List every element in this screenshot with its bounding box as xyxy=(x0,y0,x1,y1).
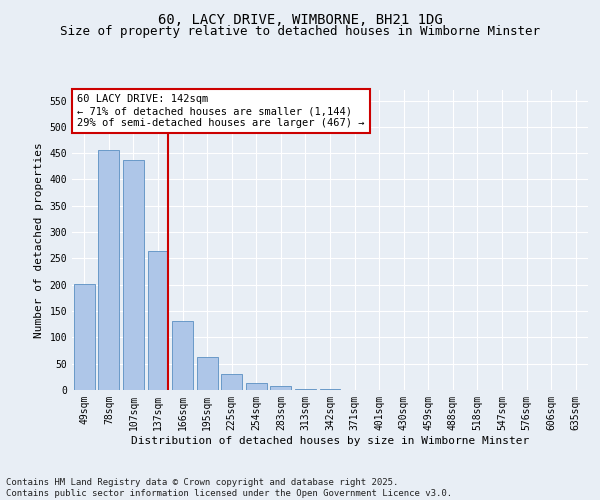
Bar xyxy=(98,150,119,390)
Bar xyxy=(74,284,95,390)
X-axis label: Distribution of detached houses by size in Wimborne Minster: Distribution of detached houses by size … xyxy=(131,436,529,446)
Bar xyxy=(123,160,144,390)
Bar xyxy=(221,374,242,390)
Bar xyxy=(148,250,169,390)
Text: 60, LACY DRIVE, WIMBORNE, BH21 1DG: 60, LACY DRIVE, WIMBORNE, BH21 1DG xyxy=(158,12,442,26)
Text: Size of property relative to detached houses in Wimborne Minster: Size of property relative to detached ho… xyxy=(60,25,540,38)
Text: 60 LACY DRIVE: 142sqm
← 71% of detached houses are smaller (1,144)
29% of semi-d: 60 LACY DRIVE: 142sqm ← 71% of detached … xyxy=(77,94,365,128)
Bar xyxy=(295,389,316,390)
Text: Contains HM Land Registry data © Crown copyright and database right 2025.
Contai: Contains HM Land Registry data © Crown c… xyxy=(6,478,452,498)
Bar xyxy=(246,382,267,390)
Bar xyxy=(172,320,193,390)
Y-axis label: Number of detached properties: Number of detached properties xyxy=(34,142,44,338)
Bar xyxy=(197,358,218,390)
Bar xyxy=(271,386,292,390)
